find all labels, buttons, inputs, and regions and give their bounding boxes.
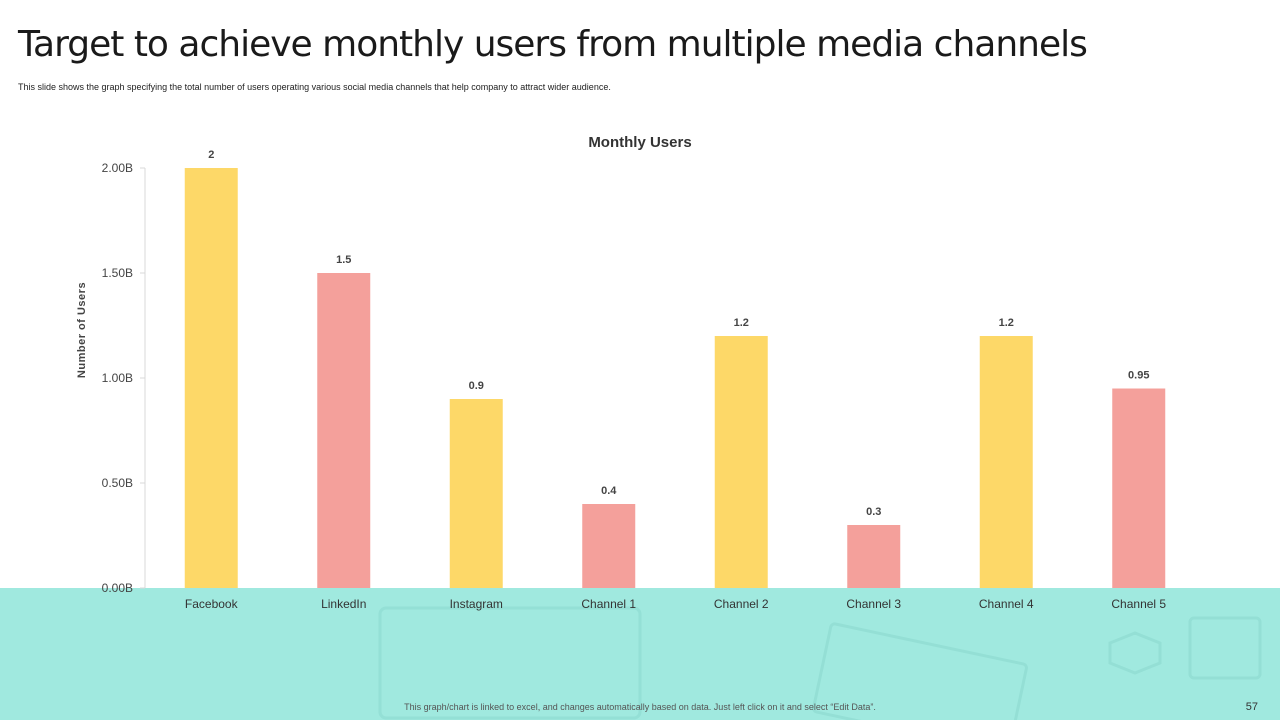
data-label: 1.5 [336, 254, 351, 266]
y-tick-label: 1.00B [102, 371, 133, 385]
x-tick-label: Channel 3 [846, 597, 901, 611]
y-tick-label: 1.50B [102, 266, 133, 280]
data-label: 0.4 [601, 485, 617, 497]
x-tick-label: LinkedIn [321, 597, 366, 611]
bar-chart: Monthly Users Number of Users 0.00B 0.50B… [76, 134, 1166, 611]
chart-title: Monthly Users [588, 134, 691, 151]
x-tick-label: Channel 4 [979, 597, 1034, 611]
x-tick-label: Facebook [185, 597, 239, 611]
data-label: 2 [208, 149, 214, 161]
bar [1112, 388, 1166, 588]
y-tick-label: 0.50B [102, 476, 133, 490]
data-label: 0.9 [469, 380, 484, 392]
bar [847, 525, 901, 588]
bar [184, 168, 238, 588]
axes: 0.00B 0.50B 1.00B 1.50B 2.00B [102, 161, 146, 595]
x-tick-label: Channel 1 [581, 597, 636, 611]
y-axis-label: Number of Users [76, 282, 88, 378]
data-label: 1.2 [734, 317, 749, 329]
page-subtitle: This slide shows the graph specifying th… [18, 82, 611, 92]
bars: 2 Facebook 1.5 LinkedIn 0.9 Instagram 0.4 Chann… [184, 149, 1166, 611]
bar [582, 504, 636, 588]
y-tick-label: 0.00B [102, 581, 133, 595]
page-number: 57 [1245, 701, 1258, 713]
x-tick-label: Channel 5 [1111, 597, 1166, 611]
data-label: 0.95 [1128, 370, 1149, 382]
data-label: 1.2 [999, 317, 1014, 329]
x-tick-label: Instagram [450, 597, 503, 611]
bar [317, 273, 371, 588]
background-decoration [378, 606, 1262, 720]
x-tick-label: Channel 2 [714, 597, 769, 611]
bar [979, 336, 1033, 588]
footnote: This graph/chart is linked to excel, and… [404, 702, 876, 712]
bar [449, 399, 503, 588]
y-tick-label: 2.00B [102, 161, 133, 175]
data-label: 0.3 [866, 506, 881, 518]
bar [714, 336, 768, 588]
page-title: Target to achieve monthly users from mul… [18, 24, 1088, 65]
